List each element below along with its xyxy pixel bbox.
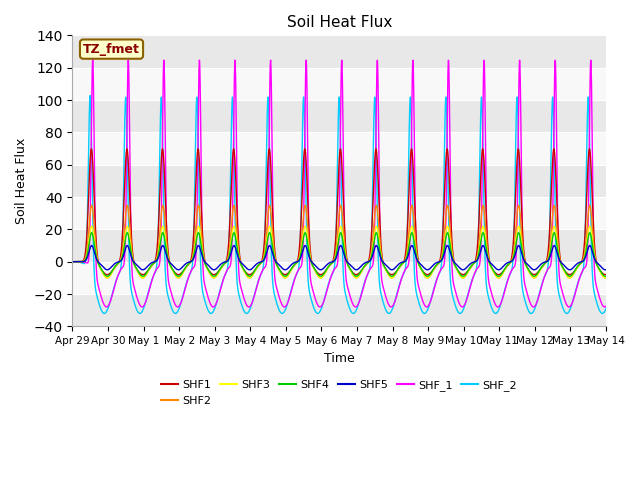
Bar — [72, 36, 606, 68]
Bar — [72, 165, 606, 197]
Bar — [72, 68, 606, 100]
Legend: SHF1, SHF2, SHF3, SHF4, SHF5, SHF_1, SHF_2: SHF1, SHF2, SHF3, SHF4, SHF5, SHF_1, SHF… — [157, 375, 522, 410]
Y-axis label: Soil Heat Flux: Soil Heat Flux — [15, 138, 28, 224]
Title: Soil Heat Flux: Soil Heat Flux — [287, 15, 392, 30]
Bar — [72, 132, 606, 165]
Bar — [72, 229, 606, 262]
Text: TZ_fmet: TZ_fmet — [83, 43, 140, 56]
Bar — [72, 262, 606, 294]
Bar — [72, 100, 606, 132]
Bar — [72, 294, 606, 326]
X-axis label: Time: Time — [324, 352, 355, 365]
Bar — [72, 197, 606, 229]
